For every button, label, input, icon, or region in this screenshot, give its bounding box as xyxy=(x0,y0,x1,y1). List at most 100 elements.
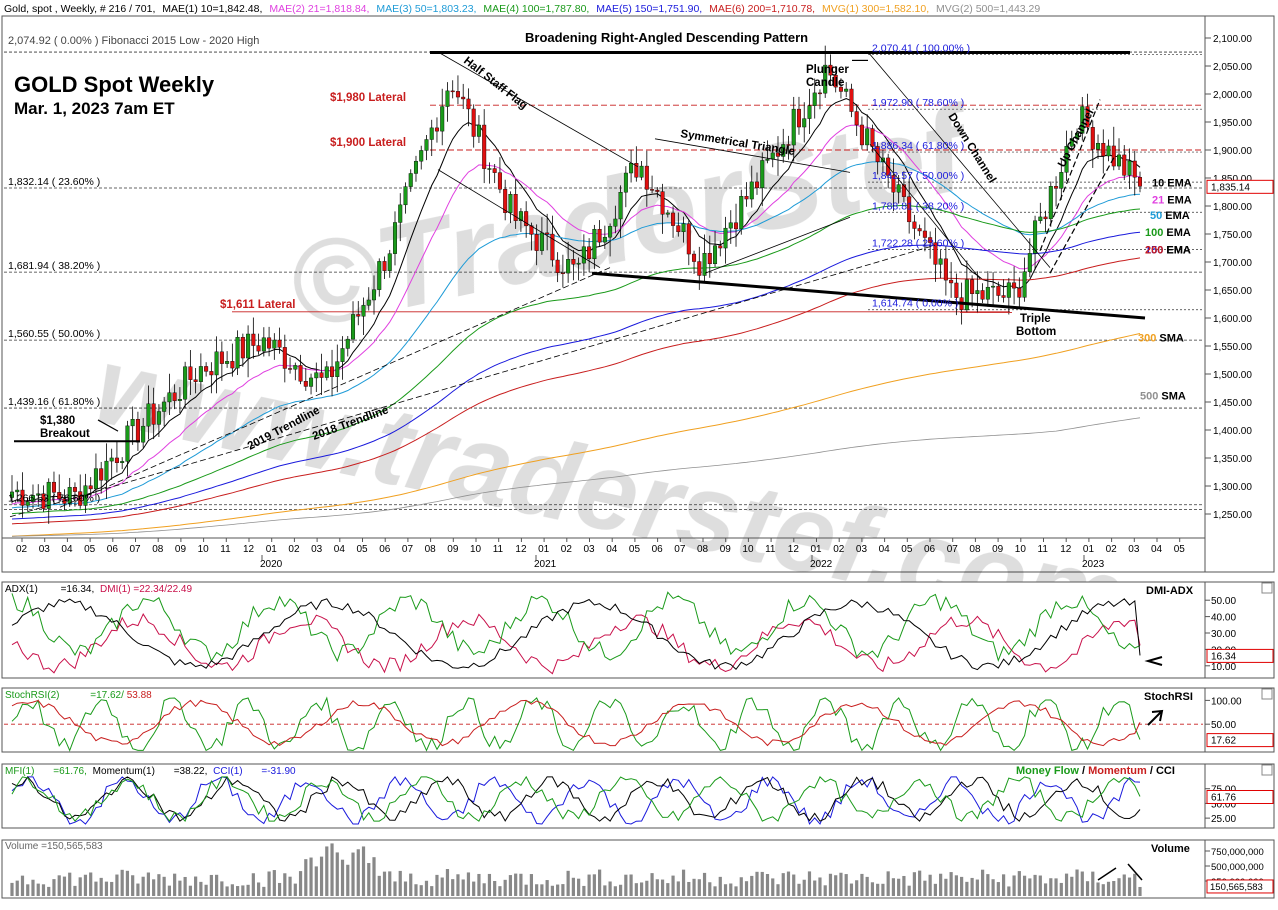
candle-body xyxy=(991,285,996,288)
volume-bar xyxy=(15,880,19,896)
candle-body xyxy=(20,489,25,506)
volume-bar xyxy=(618,884,623,896)
candle-body xyxy=(775,152,780,157)
candle-body xyxy=(802,118,807,128)
volume-bar xyxy=(1028,878,1032,896)
ma-line-21 xyxy=(11,124,1141,505)
candle-body xyxy=(639,165,644,178)
candle-body xyxy=(51,481,56,493)
volume-bar xyxy=(382,871,387,896)
main-panel-frame xyxy=(1,15,1275,573)
candle-body xyxy=(602,236,607,243)
volume-bar xyxy=(897,878,901,896)
volume-bar xyxy=(204,884,208,896)
volume-bar xyxy=(435,874,439,896)
volume-bar xyxy=(624,874,628,896)
volume-bar xyxy=(765,873,770,896)
month-label: 07 xyxy=(130,544,142,555)
volume-bar xyxy=(535,884,539,896)
volume-bar xyxy=(498,886,502,896)
volume-bar xyxy=(493,880,497,896)
trendline-2019 xyxy=(59,267,611,508)
candle-body xyxy=(686,223,691,255)
candle-body xyxy=(419,150,424,162)
candle-body xyxy=(539,232,544,251)
candle-body xyxy=(524,211,529,226)
price-tick-label: 2,050.00 xyxy=(1213,62,1252,73)
header-mae5: MAE(5) 150=1,751.90, xyxy=(596,3,702,15)
candle-body xyxy=(587,246,592,260)
candle-body xyxy=(597,229,602,243)
candle-body xyxy=(1137,177,1142,187)
month-label: 08 xyxy=(425,544,437,555)
volume-bar xyxy=(807,871,812,896)
candle-body xyxy=(581,246,586,264)
volume-bar xyxy=(440,877,444,896)
candle-body xyxy=(650,189,655,191)
volume-bar xyxy=(251,873,255,896)
candle-body xyxy=(67,487,72,504)
volume-bar xyxy=(1054,878,1058,896)
month-label: 06 xyxy=(924,544,936,555)
up-channel-bottom xyxy=(1049,155,1116,274)
candle-body xyxy=(424,139,429,151)
volume-bar xyxy=(277,882,282,896)
volume-bar xyxy=(797,883,801,896)
candle-body xyxy=(796,108,801,128)
candle-body xyxy=(1075,133,1080,139)
month-label: 10 xyxy=(1015,544,1027,555)
volume-bar xyxy=(975,879,979,896)
month-label: 09 xyxy=(992,544,1004,555)
fib-right-label: 1,972.90 ( 78.60% ) xyxy=(872,97,964,109)
price-tick-label: 1,300.00 xyxy=(1213,482,1252,493)
volume-bar xyxy=(734,886,738,896)
mfi-last-label: 61.76 xyxy=(1211,792,1236,803)
volume-bar xyxy=(545,880,549,896)
candle-body xyxy=(629,163,634,174)
volume-bar xyxy=(1101,884,1105,896)
adx-legend: ADX(1) =16.34, DMI(1) =22.34/22.49 xyxy=(5,584,192,595)
candle-body xyxy=(114,457,119,463)
candle-body xyxy=(372,289,377,301)
candle-body xyxy=(655,189,660,192)
volume-bar xyxy=(760,871,764,896)
volume-bar xyxy=(335,852,339,896)
pattern-overlays xyxy=(9,51,1146,518)
stochrsi-panel: 100.00 50.00 17.62 xyxy=(1,687,1275,753)
volume-bar xyxy=(1117,878,1121,896)
volume-bar xyxy=(167,885,171,896)
volume-bar xyxy=(215,874,219,896)
candle-body xyxy=(309,377,314,387)
candle-body xyxy=(162,401,167,412)
month-label: 04 xyxy=(606,544,618,555)
volume-bar xyxy=(629,874,633,896)
ma-legend-item: 100 EMA xyxy=(1145,227,1191,239)
lateral-label: $1,611 Lateral xyxy=(220,299,295,311)
candle-body xyxy=(387,253,392,271)
month-label: 01 xyxy=(1083,544,1095,555)
volume-bar xyxy=(891,878,896,896)
volume-bar xyxy=(529,874,534,896)
price-tick-label: 1,800.00 xyxy=(1213,202,1252,213)
volume-bar xyxy=(508,875,513,896)
candle-body xyxy=(282,347,287,369)
panel-close-box xyxy=(1261,582,1273,594)
candle-body xyxy=(713,245,718,265)
candle-body xyxy=(319,372,324,378)
candle-body xyxy=(734,222,739,230)
volume-bar xyxy=(503,879,507,896)
candle-body xyxy=(576,262,581,265)
candle-body xyxy=(198,366,203,382)
candle-body xyxy=(644,165,649,190)
pattern-title: Broadening Right-Angled Descending Patte… xyxy=(525,30,808,45)
volume-bar xyxy=(136,883,140,896)
month-label: 05 xyxy=(901,544,913,555)
lateral-label: $1,980 Lateral xyxy=(330,92,406,104)
candle-body xyxy=(1096,143,1101,150)
candle-body xyxy=(382,261,387,271)
volume-bar xyxy=(414,884,418,896)
month-label: 03 xyxy=(39,544,51,555)
candle-body xyxy=(267,337,272,349)
candle-body xyxy=(193,379,198,382)
volume-bar xyxy=(115,874,119,896)
